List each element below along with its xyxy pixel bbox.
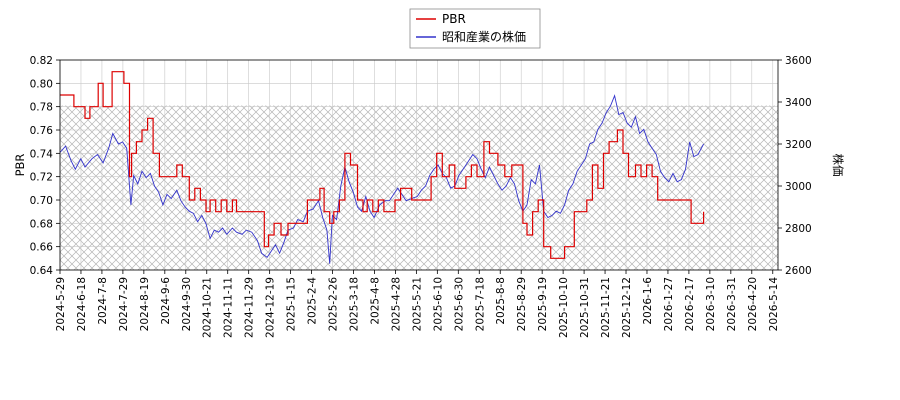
left-tick-label: 0.74 [30,148,54,160]
x-tick-label: 2026-4-20 [747,277,759,331]
x-tick-label: 2024-7-29 [118,277,130,331]
shaded-band [60,105,778,270]
x-tick-label: 2024-9-30 [181,277,193,331]
x-axis-ticks: 2024-5-29 2024-6-18 2024-7-8 2024-7-29 2024-… [55,270,780,338]
left-tick-label: 0.68 [30,218,53,230]
left-axis-title: PBR [13,154,27,177]
left-tick-label: 0.78 [30,102,53,114]
left-tick-label: 0.70 [30,195,53,207]
right-axis-ticks: 2600 2800 3000 3200 3400 3600 [778,55,812,277]
x-tick-label: 2024-9-6 [160,277,172,325]
x-tick-label: 2025-2-26 [328,277,340,332]
x-tick-label: 2025-6-30 [453,277,465,331]
left-tick-label: 0.66 [30,242,54,254]
x-tick-label: 2025-8-8 [495,277,507,325]
x-tick-label: 2025-11-21 [600,277,612,338]
x-tick-label: 2025-10-31 [579,277,591,338]
left-axis-ticks: 0.64 0.66 0.68 0.70 0.72 0.74 0.76 0.78 0.80 0.82 [30,55,60,277]
legend: PBR 昭和産業の株価 [409,8,541,49]
x-tick-label: 2025-9-19 [537,277,549,331]
right-tick-label: 3600 [785,55,812,67]
x-tick-label: 2025-10-10 [558,277,570,338]
x-tick-label: 2025-12-12 [621,277,633,338]
series-line-pbr [60,71,705,259]
x-tick-label: 2026-1-27 [663,277,675,331]
right-tick-label: 3200 [785,139,812,151]
x-tick-label: 2024-11-11 [223,277,235,338]
x-tick-label: 2024-5-29 [55,277,67,331]
series-line-stock-price [59,94,704,264]
x-tick-label: 2025-8-29 [516,277,528,331]
right-axis-title: 株価 [831,154,845,177]
x-tick-label: 2025-1-15 [286,277,298,331]
legend-label-pbr: PBR [442,12,466,26]
x-tick-label: 2025-2-4 [307,277,319,325]
legend-label-stock-price: 昭和産業の株価 [442,29,526,44]
x-tick-label: 2026-2-17 [684,277,696,331]
x-tick-label: 2025-6-10 [432,277,444,331]
grid-lines [59,59,778,271]
x-tick-label: 2025-7-18 [474,277,486,331]
x-tick-label: 2026-5-14 [768,277,780,332]
left-tick-label: 0.76 [30,125,54,137]
x-tick-label: 2026-3-10 [705,277,717,331]
x-tick-label: 2024-11-29 [244,277,256,338]
left-tick-label: 0.64 [30,265,54,277]
x-tick-label: 2025-5-21 [411,277,423,331]
right-tick-label: 3400 [785,97,812,109]
left-tick-label: 0.72 [30,172,53,184]
x-tick-label: 2026-1-6 [642,277,654,325]
right-tick-label: 3000 [785,181,812,193]
left-tick-label: 0.82 [30,55,53,67]
x-tick-label: 2025-4-8 [369,277,381,325]
right-tick-label: 2600 [785,265,812,277]
x-tick-label: 2024-6-18 [76,277,88,331]
x-tick-label: 2025-4-28 [390,277,402,331]
left-tick-label: 0.80 [30,78,53,90]
x-tick-label: 2024-8-19 [139,277,151,331]
x-tick-label: 2024-12-19 [265,277,277,338]
x-tick-label: 2024-7-8 [97,277,109,325]
x-tick-label: 2024-10-21 [202,277,214,338]
series-layer [59,71,705,264]
plot-frame [59,59,779,271]
legend-box [409,8,541,49]
x-tick-label: 2026-3-31 [726,277,738,331]
right-tick-label: 2800 [785,223,812,235]
x-tick-label: 2025-3-18 [348,277,360,331]
